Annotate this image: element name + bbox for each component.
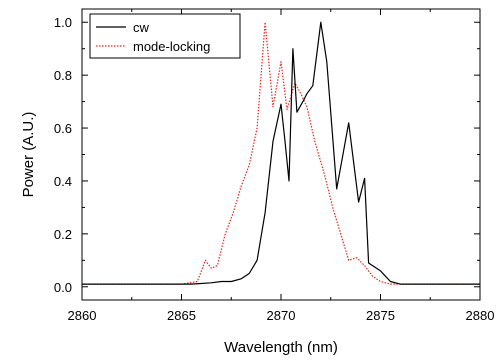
x-tick-label: 2870 [267,308,296,323]
x-tick-label: 2860 [68,308,97,323]
legend-label-cw: cw [133,20,150,35]
x-tick-label: 2875 [366,308,395,323]
y-tick-label: 0.6 [54,121,72,136]
y-tick-label: 0.0 [54,280,72,295]
axis-ticks [81,9,481,300]
x-axis-title: Wavelength (nm) [224,339,338,356]
legend: cw mode-locking [89,13,241,59]
y-tick-label: 0.2 [54,227,72,242]
x-tick-label: 2880 [466,308,495,323]
plot-lines [82,21,480,285]
y-axis-title: Power (A.U.) [20,112,37,198]
y-tick-label: 0.8 [54,68,72,83]
x-tick-label: 2865 [167,308,196,323]
tick-labels: 2860 2865 2870 2875 2880 0.0 0.2 0.4 0.6 0.8 1.0 [54,15,495,323]
legend-box [89,13,241,59]
y-tick-label: 0.4 [54,174,72,189]
legend-label-mode-locking: mode-locking [133,39,210,54]
series-line-cw [82,21,480,285]
y-tick-label: 1.0 [54,15,72,30]
